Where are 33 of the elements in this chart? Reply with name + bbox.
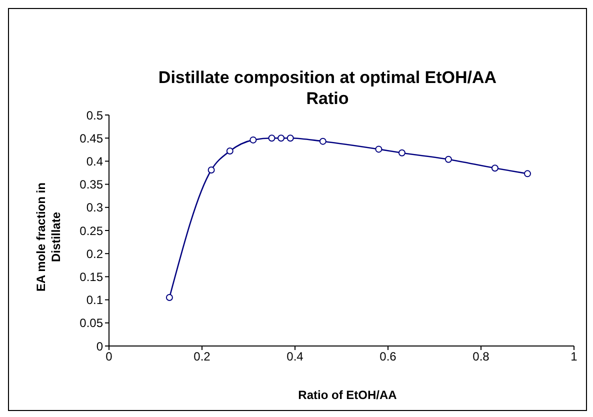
x-axis-title: Ratio of EtOH/AA [297, 388, 398, 402]
point [319, 138, 326, 145]
x-tick-label: 0.8 [472, 350, 490, 364]
y-tick-label: 0.1 [86, 293, 104, 308]
chart-title: Distillate composition at optimal EtOH/AA Ratio [157, 67, 498, 109]
x-tick-label: 0 [106, 350, 113, 364]
point [278, 134, 285, 142]
y-tick-label: 0.35 [80, 178, 104, 192]
point [398, 149, 406, 156]
x-tick-label: 0.6 [380, 350, 397, 364]
y-tick-label: 0.3 [86, 200, 104, 215]
point [444, 156, 452, 163]
point [375, 146, 382, 153]
point [208, 166, 215, 174]
y-tick-label: 0.05 [80, 316, 104, 330]
point [268, 134, 276, 142]
point [250, 136, 257, 144]
y-tick-label: 0.5 [86, 108, 104, 122]
y-tick-label: 0.45 [80, 131, 104, 146]
y-tick-label: 0 [96, 339, 104, 354]
x-tick-label: 0.4 [286, 350, 304, 364]
y-tick-label: 0.25 [80, 224, 104, 238]
point [491, 164, 498, 172]
point [286, 134, 294, 142]
point [226, 148, 234, 155]
y-axis-title: EA mole fraction in Distillate [34, 182, 64, 292]
x-tick-label: 1 [570, 350, 578, 364]
y-tick-label: 0.15 [80, 270, 104, 284]
x-tick-label: 0.2 [194, 350, 211, 364]
y-tick-label: 0.4 [86, 154, 104, 168]
y-tick-label: 0.2 [86, 246, 104, 261]
point [166, 294, 173, 301]
point [524, 170, 531, 178]
